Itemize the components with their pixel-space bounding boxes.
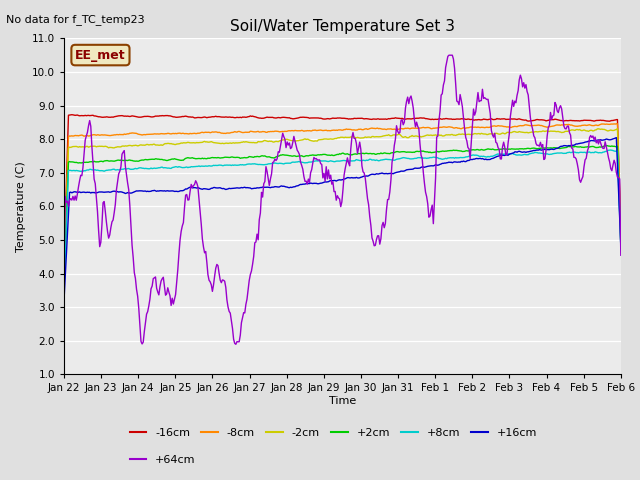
Line: +64cm: +64cm [64, 55, 621, 344]
+8cm [516, 152, 524, 158]
-16cm [329, 115, 337, 121]
+16cm [362, 173, 369, 179]
Line: -8cm: -8cm [64, 124, 621, 272]
+8cm [607, 147, 614, 153]
+8cm [324, 159, 332, 165]
-2cm [328, 136, 335, 142]
+64cm [606, 159, 614, 165]
-2cm [362, 134, 369, 140]
Y-axis label: Temperature (C): Temperature (C) [16, 161, 26, 252]
+64cm [393, 123, 401, 129]
-8cm [612, 121, 620, 127]
Line: -2cm: -2cm [64, 129, 621, 278]
-2cm [324, 136, 332, 142]
+64cm [329, 179, 337, 185]
-16cm [326, 116, 333, 122]
-2cm [617, 230, 625, 236]
+2cm [617, 242, 625, 248]
-2cm [604, 128, 611, 134]
X-axis label: Time: Time [329, 396, 356, 406]
Text: EE_met: EE_met [75, 48, 126, 61]
+2cm [328, 152, 335, 158]
Text: No data for f_TC_temp23: No data for f_TC_temp23 [6, 14, 145, 25]
-2cm [392, 132, 399, 138]
+2cm [605, 143, 612, 149]
Line: -16cm: -16cm [64, 115, 621, 262]
+64cm [60, 267, 68, 273]
+64cm [617, 252, 625, 258]
+16cm [604, 136, 611, 142]
-2cm [614, 126, 621, 132]
Line: +16cm: +16cm [64, 138, 621, 300]
-8cm [60, 269, 68, 275]
-8cm [324, 128, 332, 133]
+8cm [362, 158, 369, 164]
+8cm [328, 158, 335, 164]
+2cm [324, 152, 332, 158]
-8cm [362, 126, 369, 132]
-2cm [516, 129, 524, 135]
+16cm [617, 242, 625, 248]
-16cm [362, 116, 370, 121]
+2cm [362, 151, 369, 156]
-16cm [518, 117, 525, 122]
-8cm [516, 123, 524, 129]
+16cm [60, 298, 68, 303]
+64cm [362, 186, 370, 192]
-8cm [392, 127, 399, 132]
+8cm [617, 244, 625, 250]
+2cm [602, 143, 610, 148]
+16cm [392, 170, 399, 176]
+64cm [232, 341, 239, 347]
+16cm [516, 149, 524, 155]
Line: +8cm: +8cm [64, 150, 621, 289]
-8cm [617, 228, 625, 233]
+16cm [328, 178, 335, 183]
+2cm [392, 149, 399, 155]
+8cm [604, 148, 611, 154]
+64cm [445, 52, 453, 58]
+16cm [612, 135, 620, 141]
Title: Soil/Water Temperature Set 3: Soil/Water Temperature Set 3 [230, 20, 455, 35]
+64cm [519, 84, 527, 90]
-16cm [605, 118, 612, 124]
Line: +2cm: +2cm [64, 145, 621, 286]
-16cm [60, 259, 68, 265]
+16cm [324, 179, 332, 185]
+64cm [326, 176, 333, 181]
+8cm [60, 287, 68, 292]
+2cm [516, 146, 524, 152]
-8cm [604, 121, 611, 127]
+2cm [60, 283, 68, 288]
+8cm [392, 157, 399, 163]
-16cm [617, 225, 625, 230]
-8cm [328, 128, 335, 133]
-2cm [60, 276, 68, 281]
-16cm [68, 112, 76, 118]
-16cm [393, 115, 401, 121]
